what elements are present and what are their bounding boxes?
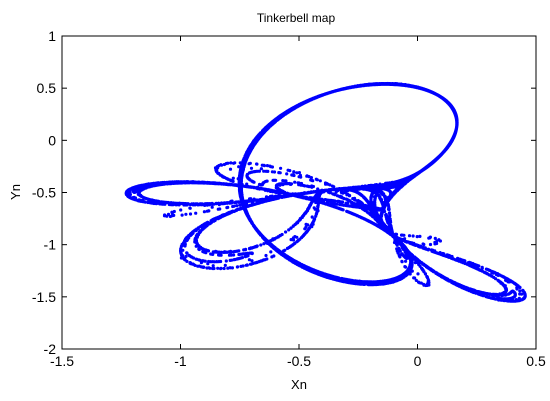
x-tick-label: -1 [174,353,187,369]
y-tick-label: -2 [44,341,57,357]
x-tick-label: 0.5 [526,353,546,369]
x-tick-label: -1.5 [50,353,74,369]
x-tick-label: -0.5 [287,353,311,369]
chart-title: Tinkerbell map [257,11,336,25]
y-tick-label: 0 [48,132,56,148]
x-axis-ticks [61,36,537,349]
y-axis-title: Yn [8,184,23,200]
y-tick-label: 0.5 [37,80,57,96]
y-tick-label: -1 [44,237,57,253]
y-tick-label: 1 [48,28,56,44]
y-axis-ticks [62,35,536,350]
y-tick-label: -1.5 [32,289,56,305]
y-tick-label: -0.5 [32,185,56,201]
attractor-points [124,81,527,303]
x-axis-title: Xn [291,377,307,392]
x-tick-label: 0 [414,353,422,369]
x-axis-tick-labels: -1.5 -1 -0.5 0 0.5 [50,353,546,369]
y-axis-tick-labels: -2 -1.5 -1 -0.5 0 0.5 1 [32,28,56,357]
data-layer [124,81,527,303]
